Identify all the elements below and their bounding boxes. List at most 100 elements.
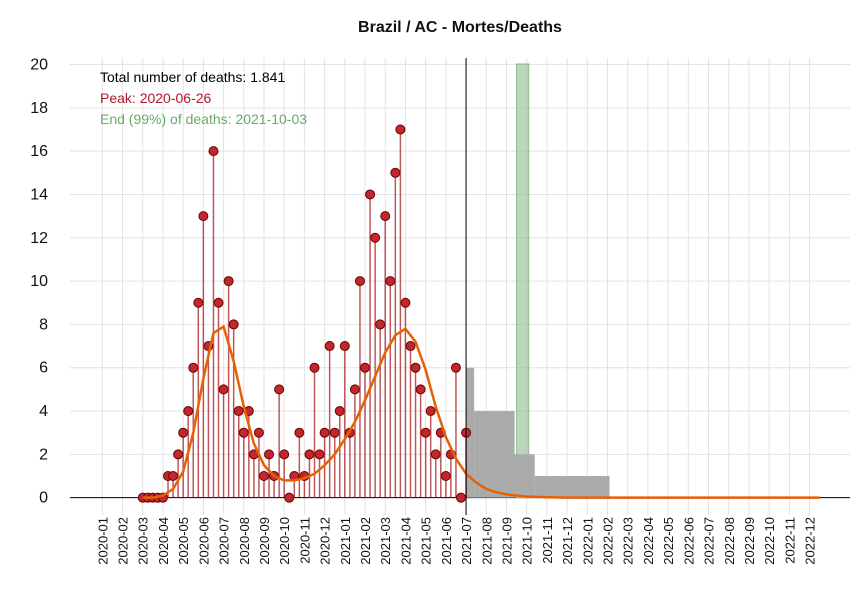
death-point (334, 406, 345, 417)
death-point (314, 449, 325, 460)
y-tick-label: 10 (30, 273, 48, 290)
y-tick-label: 2 (39, 446, 48, 463)
x-tick-label: 2021-08 (479, 517, 494, 565)
annotation: Total number of deaths: 1.841 (100, 69, 285, 85)
x-tick-label: 2021-05 (419, 517, 434, 565)
x-tick-label: 2020-09 (257, 517, 272, 565)
x-tick-label: 2022-03 (621, 517, 636, 565)
x-tick-label: 2020-11 (297, 517, 312, 564)
death-point (173, 449, 184, 460)
death-point (385, 276, 396, 287)
x-tick-label: 2022-09 (742, 517, 757, 565)
death-point (208, 146, 219, 157)
death-point (294, 427, 305, 438)
x-tick-label: 2020-03 (136, 517, 151, 565)
x-tick-label: 2022-01 (580, 517, 595, 565)
death-point (415, 384, 426, 395)
death-point (309, 362, 320, 373)
x-tick-label: 2022-06 (681, 517, 696, 565)
x-tick-label: 2022-07 (702, 517, 717, 565)
y-tick-label: 8 (39, 316, 48, 333)
y-tick-label: 18 (30, 100, 48, 117)
prediction-bar (534, 476, 610, 498)
death-point (370, 232, 381, 243)
death-point (324, 341, 335, 352)
prediction-bar (514, 454, 535, 498)
death-point (380, 211, 391, 222)
death-point (304, 449, 315, 460)
x-tick-label: 2020-06 (196, 517, 211, 565)
x-tick-label: 2021-10 (520, 517, 535, 565)
x-tick-label: 2021-12 (560, 517, 575, 565)
death-point (228, 319, 239, 330)
death-point (450, 362, 461, 373)
death-point (430, 449, 441, 460)
x-tick-label: 2021-04 (398, 517, 413, 565)
x-tick-label: 2022-08 (722, 517, 737, 565)
death-point (456, 492, 467, 503)
death-point (329, 427, 340, 438)
death-point (395, 124, 406, 135)
death-point (390, 167, 401, 178)
death-point (233, 406, 244, 417)
y-tick-label: 20 (30, 56, 48, 73)
x-tick-label: 2022-04 (641, 517, 656, 565)
death-point (284, 492, 295, 503)
x-tick-label: 2020-08 (237, 517, 252, 565)
death-point (253, 427, 264, 438)
death-point (360, 362, 371, 373)
death-point (410, 362, 421, 373)
death-point (365, 189, 376, 200)
x-tick-label: 2022-05 (661, 517, 676, 565)
y-tick-label: 0 (39, 490, 48, 507)
x-tick-label: 2021-09 (499, 517, 514, 565)
death-point (425, 406, 436, 417)
death-point (178, 427, 189, 438)
x-tick-label: 2020-01 (95, 517, 110, 565)
x-tick-label: 2020-12 (318, 517, 333, 565)
x-tick-label: 2022-10 (762, 517, 777, 565)
fit-line (142, 324, 820, 499)
x-tick-label: 2020-10 (277, 517, 292, 565)
death-point (168, 471, 179, 482)
death-point (274, 384, 285, 395)
x-tick-label: 2020-05 (176, 517, 191, 565)
death-point (319, 427, 330, 438)
y-tick-label: 14 (30, 186, 48, 203)
annotation: End (99%) of deaths: 2021-10-03 (100, 111, 307, 127)
death-point (218, 384, 229, 395)
death-point (193, 297, 204, 308)
death-point (223, 276, 234, 287)
death-point (440, 471, 451, 482)
x-tick-label: 2021-02 (358, 517, 373, 565)
prediction-bar (474, 411, 515, 498)
y-tick-label: 16 (30, 143, 48, 160)
death-point (400, 297, 411, 308)
death-point (354, 276, 365, 287)
annotation: Peak: 2020-06-26 (100, 90, 212, 106)
death-point (213, 297, 224, 308)
death-point (258, 471, 269, 482)
death-point (264, 449, 275, 460)
x-tick-label: 2020-07 (217, 517, 232, 565)
death-point (183, 406, 194, 417)
death-point (339, 341, 350, 352)
death-point (198, 211, 209, 222)
death-point (375, 319, 386, 330)
end-band (516, 63, 530, 499)
x-tick-label: 2022-11 (782, 517, 797, 564)
chart-title: Brazil / AC - Mortes/Deaths (358, 19, 562, 36)
x-tick-label: 2022-02 (601, 517, 616, 565)
death-point (238, 427, 249, 438)
death-point (420, 427, 431, 438)
x-tick-label: 2021-11 (540, 517, 555, 564)
death-point (405, 341, 416, 352)
x-tick-label: 2020-04 (156, 517, 171, 565)
x-tick-label: 2021-03 (378, 517, 393, 565)
x-tick-label: 2021-01 (338, 517, 353, 565)
y-tick-label: 12 (30, 230, 48, 247)
death-point (188, 362, 199, 373)
death-point (279, 449, 290, 460)
y-tick-label: 4 (39, 403, 48, 420)
